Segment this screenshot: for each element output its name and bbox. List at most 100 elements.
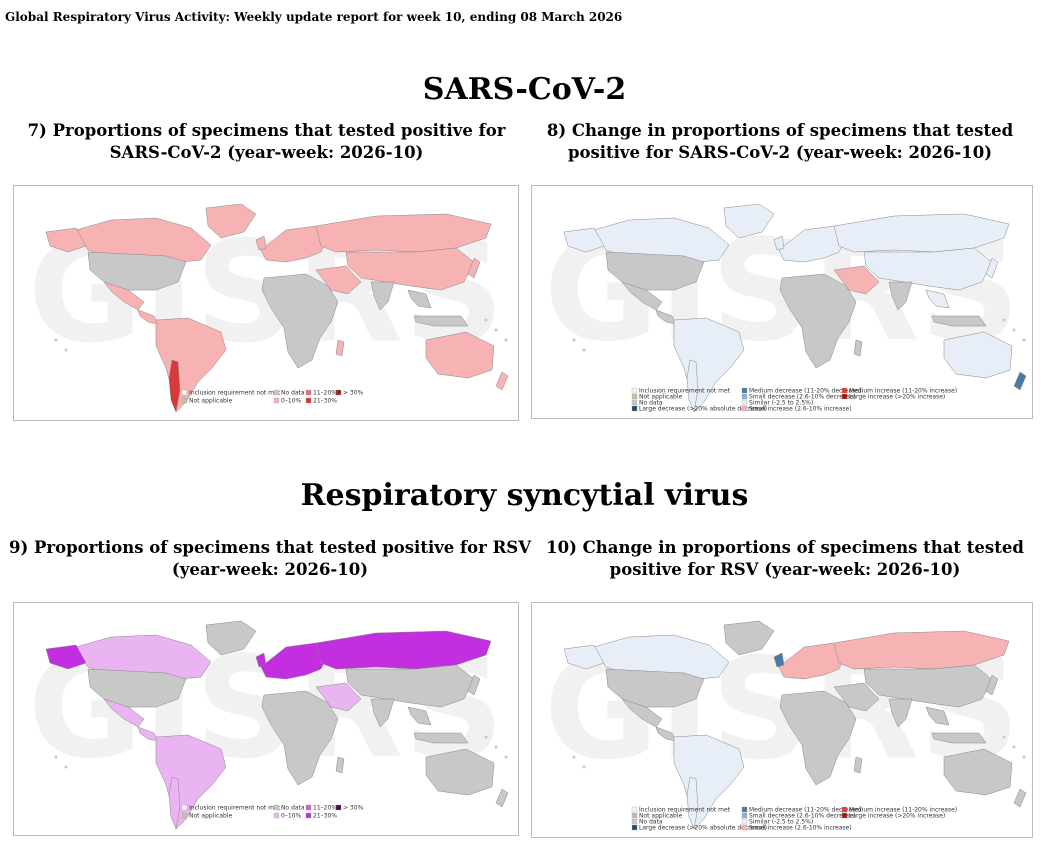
legend-swatch-no-data [631, 818, 638, 825]
island-marker [1022, 755, 1026, 759]
panel-8-title-line1: 8) Change in proportions of specimens th… [546, 121, 1014, 140]
legend-label-small-increase: Small increase (2.6-10% increase) [749, 825, 852, 832]
legend-label-small-increase: Small increase (2.6-10% increase) [749, 406, 852, 413]
legend-swatch-small-increase [741, 405, 748, 412]
region-usa [87, 668, 187, 708]
region-greenland [723, 620, 775, 656]
region-seasia [407, 289, 432, 309]
legend-label-medium-decrease: Medium decrease (11-20% decrease) [749, 388, 861, 395]
map-panel-7: GISRS Inclusion requirement not met Not ap… [13, 185, 519, 421]
region-australia [425, 331, 495, 379]
panel-8-title-line2: positive for SARS-CoV-2 (year-week: 2026… [567, 143, 993, 162]
legend-label-21-30: 21–30% [313, 398, 337, 405]
legend-label-medium-increase: Medium increase (11-20% increase) [849, 807, 957, 814]
panel-10-title-line2: positive for RSV (year-week: 2026-10) [609, 560, 961, 579]
legend-swatch-0-10 [273, 812, 280, 819]
region-japan [985, 674, 999, 696]
legend-label-11-20: 11–20% [313, 390, 337, 397]
region-indonesia [413, 732, 469, 744]
region-seasia [925, 289, 950, 309]
region-middleeast [833, 682, 880, 712]
region-uk [255, 235, 267, 251]
legend-label-no-data: No data [281, 805, 305, 812]
island-marker [484, 318, 488, 322]
legend-label-medium-increase: Medium increase (11-20% increase) [849, 388, 957, 395]
island-marker [1002, 735, 1006, 739]
island-marker [54, 338, 58, 342]
region-uk [773, 235, 785, 251]
region-chile [168, 776, 181, 830]
legend-label-0-10: 0–10% [281, 398, 301, 405]
legend-swatch-inclusion [631, 387, 638, 394]
legend-swatch-0-10 [273, 397, 280, 404]
region-middleeast [315, 265, 362, 295]
region-usa [605, 251, 705, 291]
region-australia [943, 748, 1013, 796]
report-header: Global Respiratory Virus Activity: Weekl… [5, 10, 623, 24]
legend-label-over-30: > 30% [343, 390, 364, 397]
region-alaska [45, 644, 87, 670]
legend-swatch-11-20 [305, 804, 312, 811]
island-marker [582, 765, 586, 769]
region-central [137, 309, 159, 325]
legend-swatch-large-increase [841, 812, 848, 819]
legend-swatch-inclusion [181, 804, 188, 811]
region-asia [345, 247, 475, 291]
legend-swatch-21-30 [305, 397, 312, 404]
region-alaska [563, 644, 605, 670]
legend-swatch-no-data [273, 804, 280, 811]
island-marker [64, 348, 68, 352]
region-middleeast [315, 682, 362, 712]
region-asia [863, 247, 993, 291]
region-japan [985, 257, 999, 279]
legend-swatch-medium-increase [841, 387, 848, 394]
legend-swatch-similar [741, 818, 748, 825]
legend-swatch-large-decrease [631, 405, 638, 412]
legend-label-21-30: 21–30% [313, 813, 337, 820]
legend-label-over-30: > 30% [343, 805, 364, 812]
legend-label-no-data: No data [639, 400, 663, 407]
legend-label-not-applicable: Not applicable [639, 394, 682, 401]
region-nz [1013, 788, 1027, 808]
region-madagascar [853, 339, 863, 357]
legend-swatch-no-data [631, 399, 638, 406]
region-seasia [407, 706, 432, 726]
legend-label-similar: Similar (-2.5 to 2.5%) [749, 819, 813, 826]
region-chile [686, 776, 699, 830]
legend-swatch-medium-increase [841, 806, 848, 813]
legend-swatch-inclusion [631, 806, 638, 813]
panel-10-title: 10) Change in proportions of specimens t… [535, 537, 1035, 581]
region-europe [260, 225, 329, 263]
panel-7-title-line1: 7) Proportions of specimens that tested … [27, 121, 506, 140]
region-europe [778, 225, 847, 263]
island-marker [504, 338, 508, 342]
legend-label-inclusion: Inclusion requirement not met [189, 390, 281, 397]
region-australia [425, 748, 495, 796]
region-seasia [925, 706, 950, 726]
region-madagascar [853, 756, 863, 774]
island-marker [64, 765, 68, 769]
region-central [655, 726, 677, 742]
panel-7-title-line2: SARS-CoV-2 (year-week: 2026-10) [109, 143, 424, 162]
region-japan [467, 257, 481, 279]
legend-label-large-increase: Large increase (>20% increase) [849, 394, 945, 401]
legend-label-no-data: No data [639, 819, 663, 826]
legend-label-0-10: 0–10% [281, 813, 301, 820]
map-panel-9: GISRS Inclusion requirement not met Not ap… [13, 602, 519, 836]
region-uk [255, 652, 267, 668]
map-panel-8: GISRS Inclusion requirement not met Not ap… [531, 185, 1033, 419]
region-nz [495, 371, 509, 391]
island-marker [484, 735, 488, 739]
legend-label-11-20: 11–20% [313, 805, 337, 812]
legend-swatch-inclusion [181, 389, 188, 396]
legend-swatch-small-increase [741, 824, 748, 831]
island-marker [504, 755, 508, 759]
region-usa [605, 668, 705, 708]
region-chile [686, 359, 699, 413]
panel-7-title: 7) Proportions of specimens that tested … [14, 120, 519, 164]
